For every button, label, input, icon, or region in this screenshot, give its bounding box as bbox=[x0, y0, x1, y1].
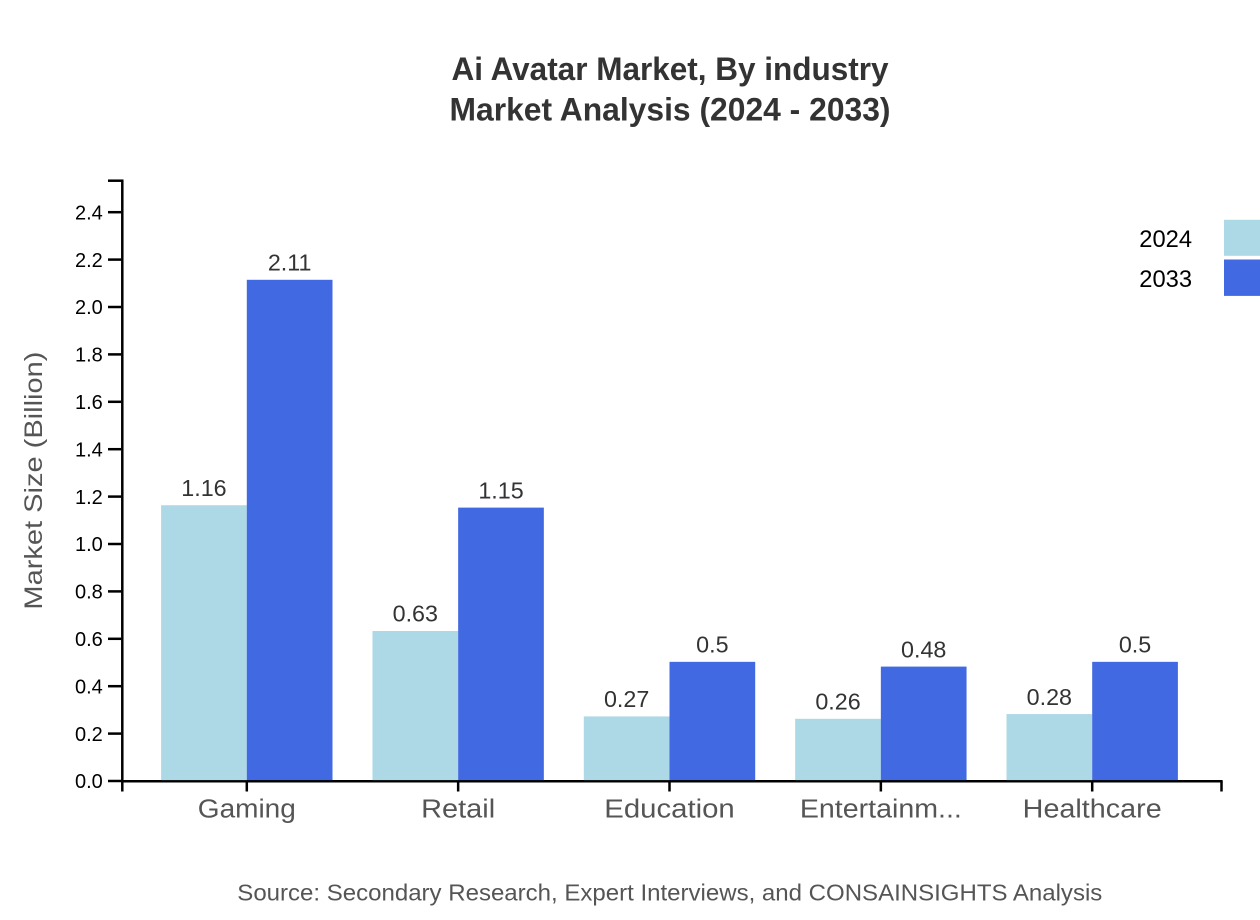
svg-text:2024: 2024 bbox=[1139, 227, 1192, 253]
svg-text:0.63: 0.63 bbox=[393, 601, 438, 627]
svg-text:Gaming: Gaming bbox=[198, 794, 296, 824]
svg-text:1.8: 1.8 bbox=[75, 345, 103, 367]
svg-text:0.5: 0.5 bbox=[696, 632, 728, 658]
svg-text:1.4: 1.4 bbox=[75, 439, 103, 461]
svg-text:0.4: 0.4 bbox=[75, 676, 103, 698]
svg-text:0.8: 0.8 bbox=[75, 582, 103, 604]
svg-text:0.27: 0.27 bbox=[604, 686, 649, 712]
svg-text:2.0: 2.0 bbox=[75, 297, 103, 319]
svg-text:1.0: 1.0 bbox=[75, 534, 103, 556]
svg-text:Healthcare: Healthcare bbox=[1023, 794, 1162, 824]
svg-text:0.6: 0.6 bbox=[75, 629, 103, 651]
svg-text:0.2: 0.2 bbox=[75, 724, 103, 746]
svg-text:Market Analysis (2024 - 2033): Market Analysis (2024 - 2033) bbox=[450, 91, 891, 127]
svg-text:Source: Secondary Research, Ex: Source: Secondary Research, Expert Inter… bbox=[237, 879, 1102, 905]
svg-text:0.0: 0.0 bbox=[75, 771, 103, 793]
svg-text:1.15: 1.15 bbox=[478, 477, 523, 503]
svg-text:Market Size (Billion): Market Size (Billion) bbox=[20, 352, 48, 610]
svg-text:2033: 2033 bbox=[1139, 267, 1192, 293]
svg-text:1.6: 1.6 bbox=[75, 392, 103, 414]
svg-text:1.2: 1.2 bbox=[75, 487, 103, 509]
svg-text:0.5: 0.5 bbox=[1119, 632, 1151, 658]
svg-text:Education: Education bbox=[604, 794, 735, 824]
svg-text:2.2: 2.2 bbox=[75, 250, 103, 272]
svg-text:0.26: 0.26 bbox=[815, 689, 860, 715]
svg-text:0.48: 0.48 bbox=[901, 636, 946, 662]
svg-text:Entertainm...: Entertainm... bbox=[800, 794, 962, 824]
svg-text:Retail: Retail bbox=[421, 794, 495, 824]
svg-text:2.4: 2.4 bbox=[75, 202, 103, 224]
svg-text:1.16: 1.16 bbox=[181, 475, 226, 501]
svg-text:0.28: 0.28 bbox=[1027, 684, 1072, 710]
svg-text:2.11: 2.11 bbox=[268, 250, 312, 276]
svg-text:Ai Avatar Market, By industry: Ai Avatar Market, By industry bbox=[452, 51, 889, 87]
